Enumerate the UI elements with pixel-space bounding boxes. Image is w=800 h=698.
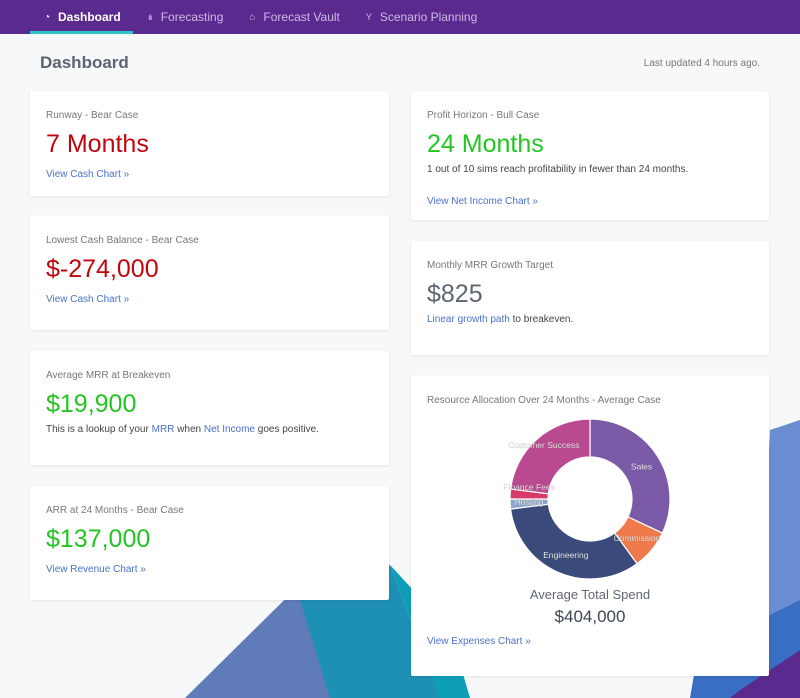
nav-dashboard-label: Dashboard <box>58 10 121 24</box>
bar-chart-icon: ılı <box>148 12 152 22</box>
avg-mrr-text-post: goes positive. <box>255 424 319 435</box>
profit-horizon-value: 24 Months <box>427 130 544 158</box>
donut-label-engineering: Engineering <box>543 550 589 560</box>
mrr-target-label: Monthly MRR Growth Target <box>427 260 553 271</box>
arr-card: ARR at 24 Months - Bear Case $137,000 Vi… <box>30 486 389 600</box>
mrr-target-text-post: to breakeven. <box>509 314 574 325</box>
avg-mrr-label: Average MRR at Breakeven <box>46 370 171 381</box>
bank-icon: ⌂ <box>249 11 256 23</box>
arr-label: ARR at 24 Months - Bear Case <box>46 505 184 516</box>
view-cash-chart-link-2[interactable]: View Cash Chart » <box>46 294 130 305</box>
bg-shape-right-light <box>760 420 800 620</box>
nav-forecast-vault-label: Forecast Vault <box>263 10 340 24</box>
donut-slice-engineering[interactable] <box>509 503 638 580</box>
page-title: Dashboard <box>40 53 129 72</box>
donut-label-commission: Commission <box>614 533 661 543</box>
view-cash-chart-link[interactable]: View Cash Chart » <box>46 169 130 180</box>
view-net-income-chart-link[interactable]: View Net Income Chart » <box>427 196 538 207</box>
mrr-target-description: Linear growth path to breakeven. <box>427 314 753 325</box>
lowest-cash-label: Lowest Cash Balance - Bear Case <box>46 235 199 246</box>
donut-label-finance-fees: Finance Fees <box>503 482 555 492</box>
resource-allocation-label: Resource Allocation Over 24 Months - Ave… <box>427 395 661 406</box>
nav-scenario-planning[interactable]: Y Scenario Planning <box>352 0 489 34</box>
arr-value: $137,000 <box>46 525 151 553</box>
resource-allocation-card: Resource Allocation Over 24 Months - Ave… <box>411 376 769 676</box>
resource-donut-chart: Sales Commission Engineering Hosting Finance… <box>503 418 671 580</box>
branch-icon: Y <box>365 12 372 22</box>
avg-mrr-value: $19,900 <box>46 390 137 418</box>
nav-scenario-planning-label: Scenario Planning <box>379 10 478 24</box>
donut-slice-sales[interactable] <box>589 418 671 534</box>
mrr-target-card: Monthly MRR Growth Target $825 Linear gr… <box>411 241 769 355</box>
view-expenses-chart-link[interactable]: View Expenses Chart » <box>427 636 531 647</box>
nav-forecasting-label: Forecasting <box>160 10 224 24</box>
avg-mrr-text-mid: when <box>174 424 204 435</box>
nav-forecasting[interactable]: ılı Forecasting <box>133 0 236 34</box>
page-header: Dashboard Last updated 4 hours ago. <box>40 53 760 73</box>
average-total-spend-label: Average Total Spend <box>529 587 651 602</box>
top-navbar: ◔ Dashboard ılı Forecasting ⌂ Forecast V… <box>0 0 800 34</box>
profit-horizon-description: 1 out of 10 sims reach profitability in … <box>427 164 689 175</box>
avg-mrr-text-pre: This is a lookup of your <box>46 424 152 435</box>
nav-forecast-vault[interactable]: ⌂ Forecast Vault <box>235 0 351 34</box>
avg-mrr-card: Average MRR at Breakeven $19,900 This is… <box>30 351 389 465</box>
mrr-target-value: $825 <box>427 280 483 308</box>
donut-label-sales: Sales <box>631 461 652 471</box>
profit-horizon-card: Profit Horizon - Bull Case 24 Months 1 o… <box>411 91 769 220</box>
lowest-cash-card: Lowest Cash Balance - Bear Case $-274,00… <box>30 216 389 330</box>
average-total-spend-value: $404,000 <box>554 607 626 626</box>
net-income-link[interactable]: Net Income <box>203 424 255 435</box>
avg-mrr-description: This is a lookup of your MRR when Net In… <box>46 424 373 435</box>
last-updated-text: Last updated 4 hours ago. <box>643 57 760 69</box>
view-revenue-chart-link[interactable]: View Revenue Chart » <box>46 564 146 575</box>
runway-value: 7 Months <box>46 130 149 158</box>
donut-slice-customer-success[interactable] <box>509 418 591 495</box>
profit-horizon-label: Profit Horizon - Bull Case <box>427 110 540 121</box>
donut-label-hosting: Hosting <box>515 497 544 507</box>
linear-growth-link[interactable]: Linear growth path <box>427 314 510 325</box>
mrr-link[interactable]: MRR <box>151 424 175 435</box>
lowest-cash-value: $-274,000 <box>46 255 159 283</box>
runway-card: Runway - Bear Case 7 Months View Cash Ch… <box>30 91 389 196</box>
donut-label-customer-success: Customer Success <box>508 440 579 450</box>
nav-dashboard[interactable]: ◔ Dashboard <box>30 0 133 34</box>
gauge-icon: ◔ <box>43 11 51 23</box>
runway-label: Runway - Bear Case <box>46 110 139 121</box>
